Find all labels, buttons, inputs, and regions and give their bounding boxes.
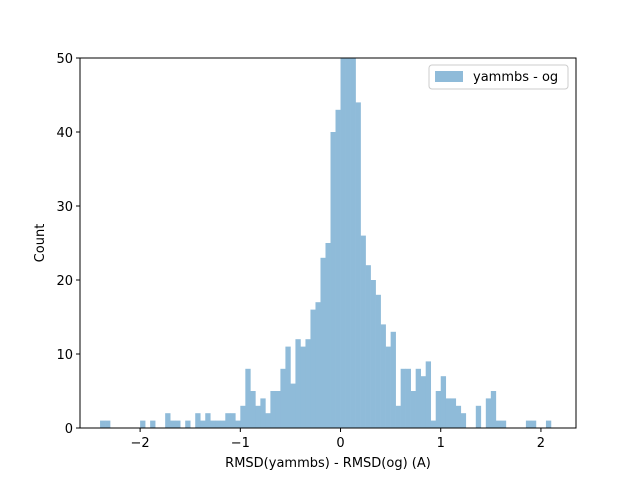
histogram-bar [440, 376, 447, 428]
legend: yammbs - og [428, 64, 569, 90]
histogram-bar [425, 361, 432, 428]
histogram-bar [165, 413, 171, 428]
histogram-bar [430, 420, 437, 428]
histogram-bar [400, 368, 406, 428]
histogram-bar [375, 294, 381, 428]
histogram-bar [330, 132, 336, 428]
y-tick-label: 40 [56, 126, 73, 141]
histogram-bar [370, 280, 376, 428]
histogram-bar [500, 420, 507, 428]
histogram-bar [205, 413, 211, 428]
histogram-bar [290, 383, 296, 428]
histogram-bar [365, 265, 371, 428]
histogram-bar [170, 420, 176, 428]
histogram-bar [460, 413, 467, 428]
histogram-bar [340, 58, 346, 428]
x-axis-ticks: −2 −1 0 1 2 [131, 428, 545, 451]
histogram-bar [350, 58, 356, 428]
histogram-bar [335, 109, 341, 429]
histogram-bar [545, 420, 552, 428]
histogram-bar [230, 413, 236, 428]
histogram-bar [345, 58, 351, 428]
histogram-bar [495, 420, 502, 428]
y-axis-ticks: 0 10 20 30 40 50 [56, 52, 80, 437]
histogram-bar [200, 420, 206, 428]
histogram-bar [435, 391, 442, 428]
histogram-bar [150, 420, 156, 428]
legend-label: yammbs - og [473, 70, 558, 85]
histogram-bar [355, 102, 361, 429]
histogram-bar [195, 413, 201, 428]
histogram-bar [240, 405, 246, 428]
histogram-bar [405, 368, 411, 428]
histogram-bar [220, 420, 226, 428]
plot-frame [79, 57, 577, 429]
x-tick-label: −1 [231, 436, 250, 451]
x-tick-label: 2 [537, 436, 545, 451]
histogram-bar [105, 420, 111, 428]
histogram-bar [420, 376, 426, 428]
x-tick-label: 0 [336, 436, 344, 451]
histogram-bar [320, 257, 326, 428]
histogram-bar [445, 398, 452, 428]
histogram-bar [255, 405, 261, 428]
x-tick-label: 1 [437, 436, 445, 451]
histogram-bar [410, 391, 416, 428]
histogram-bar [295, 339, 301, 428]
y-axis-label: Count [33, 224, 48, 263]
histogram-bar [175, 420, 181, 428]
histogram-bar [100, 420, 106, 428]
histogram-bar [235, 420, 241, 428]
histogram-bar [530, 420, 537, 428]
histogram-bar [525, 420, 532, 428]
legend-box [428, 64, 569, 90]
histogram-bar [490, 391, 497, 428]
y-tick-label: 0 [65, 422, 73, 437]
histogram-bar [310, 309, 316, 428]
histogram-bar [475, 405, 482, 428]
histogram-bar [395, 405, 401, 428]
histogram-bar [265, 413, 271, 428]
histogram-bar [450, 398, 457, 428]
histogram-bar [315, 302, 321, 428]
histogram-bar [215, 420, 221, 428]
histogram-bar [275, 391, 281, 428]
histogram-bar [325, 243, 331, 428]
y-tick-label: 50 [56, 52, 73, 67]
histogram-bar [260, 398, 266, 428]
histogram-bar [285, 346, 291, 428]
y-tick-label: 20 [56, 274, 73, 289]
histogram-bar [225, 413, 231, 428]
histogram-bar [385, 346, 391, 428]
histogram-bars [100, 58, 552, 429]
histogram-bar [390, 331, 396, 428]
histogram-bar [140, 420, 146, 428]
histogram-bar [305, 339, 311, 428]
y-tick-label: 10 [56, 348, 73, 363]
histogram-bar [210, 420, 216, 428]
y-tick-label: 30 [56, 200, 73, 215]
histogram-bar [280, 368, 286, 428]
histogram-bar [360, 235, 366, 428]
histogram-bar [380, 324, 386, 428]
histogram-bar [455, 405, 462, 428]
histogram-bar [415, 368, 421, 428]
legend-swatch [435, 71, 463, 82]
histogram-bar [250, 391, 256, 428]
histogram-bar [185, 420, 191, 428]
histogram-bar [485, 398, 492, 428]
x-axis-label: RMSD(yammbs) - RMSD(og) (A) [225, 456, 431, 471]
x-tick-label: −2 [131, 436, 150, 451]
histogram-bar [300, 346, 306, 428]
histogram-bar [270, 391, 276, 428]
histogram-bar [245, 368, 251, 428]
